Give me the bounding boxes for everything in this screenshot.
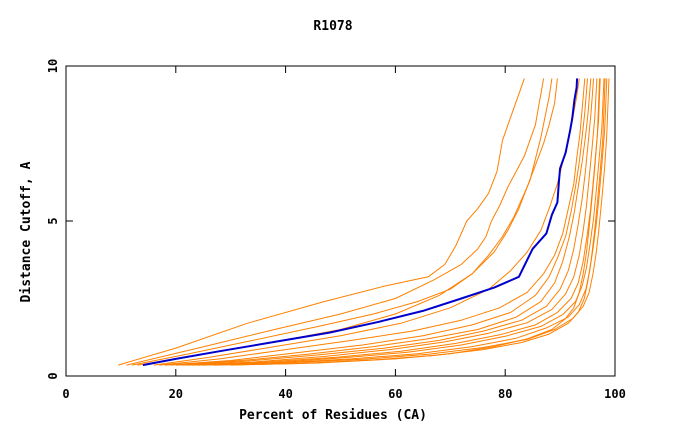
series-line-7 (170, 78, 592, 366)
x-tick-label: 60 (388, 387, 402, 401)
y-tick-label: 5 (46, 217, 60, 224)
x-tick-label: 100 (604, 387, 626, 401)
x-tick-label: 80 (498, 387, 512, 401)
series-line-13 (203, 78, 610, 366)
series-line-6 (164, 78, 588, 366)
x-tick-label: 20 (169, 387, 183, 401)
plot-area (65, 65, 616, 377)
x-tick-label: 40 (278, 387, 292, 401)
x-tick-label: 0 (62, 387, 69, 401)
y-axis: 0 5 10 (46, 59, 615, 380)
highlight-series-line (142, 78, 579, 367)
chart-title: R1078 (313, 19, 352, 34)
series-line-1 (118, 78, 525, 366)
series-line-2 (126, 78, 545, 366)
series-layer (118, 78, 610, 367)
x-axis: 0 20 40 60 80 100 (62, 66, 626, 401)
y-axis-label: Distance Cutoff, A (19, 161, 34, 302)
series-line-8 (175, 78, 595, 366)
series-line-12 (197, 78, 608, 366)
series-line-5 (159, 78, 586, 366)
series-line-15 (230, 78, 601, 366)
series-line-16 (131, 78, 553, 366)
x-axis-label: Percent of Residues (CA) (239, 408, 427, 423)
y-tick-label: 10 (46, 59, 60, 73)
series-line-9 (181, 78, 598, 366)
y-tick-label: 0 (46, 372, 60, 379)
